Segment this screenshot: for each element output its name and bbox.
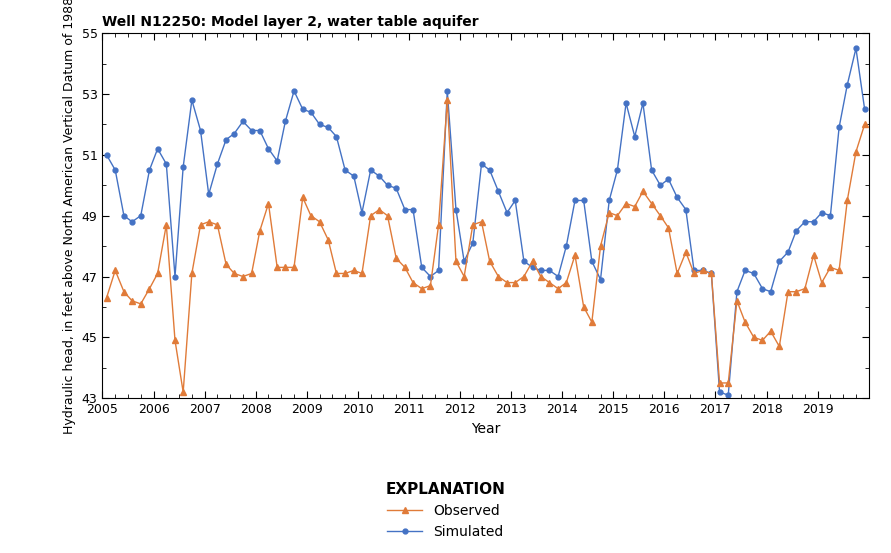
Simulated [859, 106, 870, 113]
Observed [178, 389, 189, 395]
Observed [859, 121, 870, 128]
Observed [102, 295, 112, 301]
Simulated [851, 45, 862, 52]
Legend: Observed, Simulated: Observed, Simulated [379, 475, 512, 546]
Line: Observed: Observed [103, 97, 868, 395]
Simulated [834, 124, 845, 131]
Text: Well N12250: Model layer 2, water table aquifer: Well N12250: Model layer 2, water table … [102, 15, 479, 29]
Simulated [723, 392, 733, 399]
Simulated [740, 267, 750, 274]
Simulated [331, 133, 342, 140]
Observed [842, 197, 853, 204]
Simulated [102, 152, 112, 158]
Observed [748, 334, 759, 341]
Y-axis label: Hydraulic head, in feet above North American Vertical Datum of 1988: Hydraulic head, in feet above North Amer… [63, 0, 76, 434]
Simulated [203, 191, 214, 198]
Simulated [629, 133, 640, 140]
Line: Simulated: Simulated [104, 46, 867, 398]
Observed [442, 97, 453, 103]
Observed [212, 221, 223, 228]
Simulated [757, 285, 768, 292]
X-axis label: Year: Year [471, 421, 500, 436]
Observed [339, 270, 350, 276]
Observed [765, 328, 776, 335]
Observed [646, 200, 657, 207]
